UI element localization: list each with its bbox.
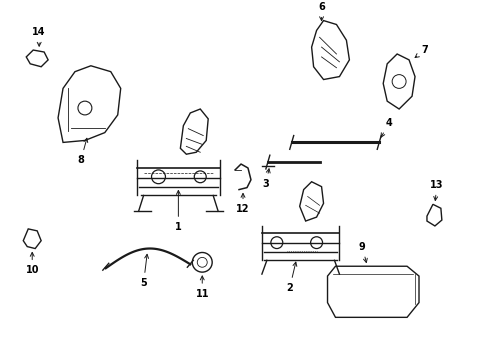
- Text: 14: 14: [32, 27, 46, 46]
- Text: 7: 7: [414, 45, 427, 58]
- Text: 6: 6: [318, 2, 324, 21]
- Text: 8: 8: [77, 138, 87, 165]
- Text: 13: 13: [429, 180, 443, 201]
- Text: 5: 5: [140, 255, 148, 288]
- Text: 9: 9: [358, 242, 366, 262]
- Text: 2: 2: [286, 262, 296, 293]
- Text: 10: 10: [25, 252, 39, 275]
- Text: 1: 1: [175, 190, 182, 232]
- Text: 3: 3: [262, 169, 269, 189]
- Text: 4: 4: [380, 118, 392, 137]
- Text: 12: 12: [236, 193, 249, 214]
- Text: 11: 11: [195, 276, 208, 299]
